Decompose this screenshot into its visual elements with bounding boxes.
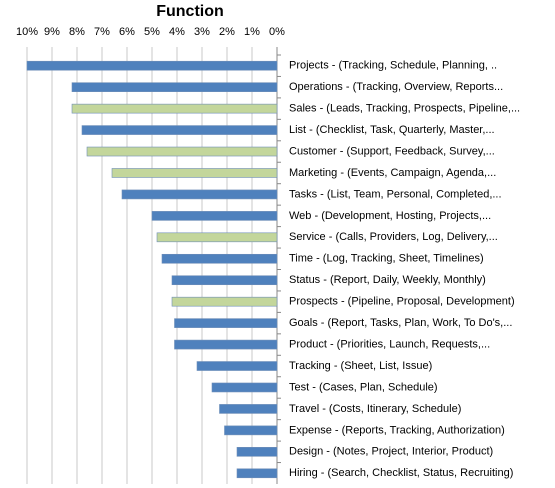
- x-tick-label: 8%: [69, 26, 85, 38]
- y-tick-label: Operations - (Tracking, Overview, Report…: [289, 81, 503, 93]
- x-tick-label: 7%: [94, 26, 110, 38]
- bar: [171, 275, 278, 286]
- bar: [224, 425, 278, 436]
- bar: [236, 447, 278, 457]
- bar: [121, 189, 278, 200]
- y-tick-label: Expense - (Reports, Tracking, Authorizat…: [289, 424, 505, 436]
- bar: [174, 318, 278, 328]
- y-tick-label: Tasks - (List, Team, Personal, Completed…: [289, 188, 502, 200]
- y-tick-label: Prospects - (Pipeline, Proposal, Develop…: [289, 296, 515, 308]
- x-tick-label: 1%: [244, 26, 260, 38]
- chart-title: Function: [156, 3, 224, 20]
- x-tick-label: 6%: [119, 26, 135, 38]
- y-tick-label: List - (Checklist, Task, Quarterly, Mast…: [289, 124, 495, 136]
- bar: [174, 339, 278, 350]
- bar: [111, 168, 278, 178]
- y-tick-label: Travel - (Costs, Itinerary, Schedule): [289, 403, 461, 415]
- x-tick-label: 4%: [169, 26, 185, 38]
- bar: [86, 146, 278, 157]
- y-tick-label: Sales - (Leads, Tracking, Prospects, Pip…: [289, 103, 520, 115]
- x-tick-label: 0%: [269, 26, 285, 38]
- y-tick-label: Product - (Priorities, Launch, Requests,…: [289, 338, 490, 350]
- x-tick-label: 10%: [16, 26, 38, 38]
- y-tick-label: Tracking - (Sheet, List, Issue): [289, 360, 432, 372]
- bar: [71, 103, 278, 114]
- x-tick-label: 2%: [219, 26, 235, 38]
- bar: [211, 382, 278, 393]
- bar: [151, 211, 278, 221]
- y-tick-label: Design - (Notes, Project, Interior, Prod…: [289, 446, 493, 458]
- y-tick-label: Status - (Report, Daily, Weekly, Monthly…: [289, 274, 486, 286]
- bar: [236, 468, 278, 479]
- bar: [156, 232, 278, 243]
- bar: [71, 82, 278, 92]
- bar: [26, 60, 278, 71]
- x-tick-label: 9%: [44, 26, 60, 38]
- x-tick-label: 3%: [194, 26, 210, 38]
- bar: [81, 125, 278, 135]
- bar: [219, 404, 278, 414]
- y-tick-label: Customer - (Support, Feedback, Survey,..…: [289, 145, 495, 157]
- bar: [171, 296, 278, 307]
- y-tick-label: Goals - (Report, Tasks, Plan, Work, To D…: [289, 317, 512, 329]
- y-tick-label: Marketing - (Events, Campaign, Agenda,..…: [289, 167, 496, 179]
- y-tick-label: Test - (Cases, Plan, Schedule): [289, 381, 438, 393]
- bar: [196, 361, 278, 371]
- y-tick-label: Service - (Calls, Providers, Log, Delive…: [289, 231, 498, 243]
- y-tick-label: Time - (Log, Tracking, Sheet, Timelines): [289, 253, 484, 265]
- x-tick-label: 5%: [144, 26, 160, 38]
- y-tick-label: Projects - (Tracking, Schedule, Planning…: [289, 60, 497, 72]
- y-tick-label: Web - (Development, Hosting, Projects,..…: [289, 210, 491, 222]
- y-tick-label: Hiring - (Search, Checklist, Status, Rec…: [289, 467, 513, 479]
- bar: [161, 253, 278, 264]
